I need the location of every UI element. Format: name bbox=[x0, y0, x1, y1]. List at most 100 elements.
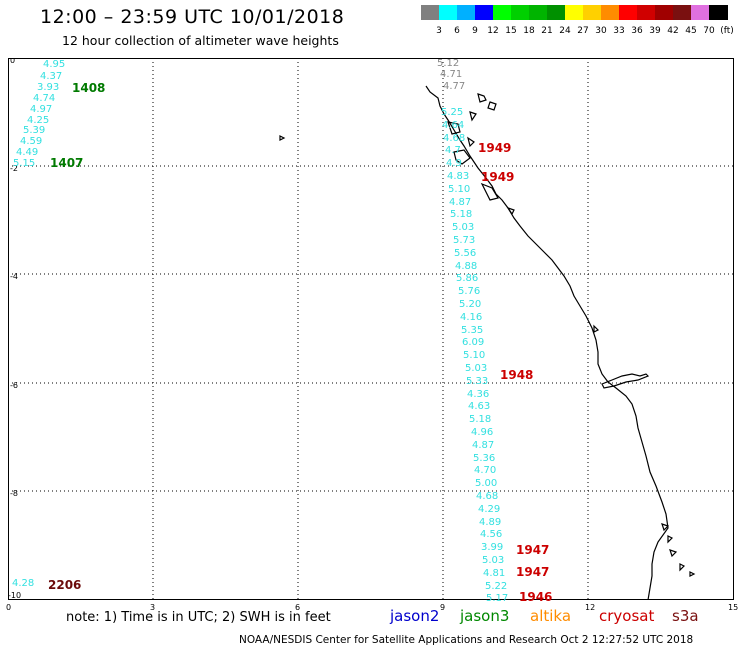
legend-swatch bbox=[493, 5, 512, 20]
legend-swatch bbox=[637, 5, 656, 20]
wave-height-value: 5.35 bbox=[461, 325, 484, 336]
legend-label: 21 bbox=[541, 26, 553, 36]
wave-height-value: 4.9 bbox=[446, 158, 462, 169]
y-tick-label: -10 bbox=[8, 591, 21, 600]
legend-label: 27 bbox=[577, 26, 589, 36]
wave-height-value: 4.25 bbox=[27, 115, 50, 126]
y-tick-label: -8 bbox=[10, 489, 18, 498]
legend-label: 15 bbox=[505, 26, 517, 36]
wave-height-value: 5.73 bbox=[453, 235, 476, 246]
wave-height-value: 5.76 bbox=[458, 286, 481, 297]
wave-height-value: 4.68 bbox=[443, 133, 466, 144]
wave-height-value: 4.59 bbox=[20, 136, 43, 147]
wave-height-value: 5.03 bbox=[465, 363, 488, 374]
legend-label: 33 bbox=[613, 26, 625, 36]
legend-swatch bbox=[673, 5, 692, 20]
wave-height-value: 5.36 bbox=[473, 453, 496, 464]
satellite-jason2: jason2 bbox=[390, 607, 440, 625]
wave-height-value: 5.18 bbox=[450, 209, 473, 220]
legend-label: 30 bbox=[595, 26, 607, 36]
legend-label: 42 bbox=[667, 26, 679, 36]
wave-height-value: 4.71 bbox=[440, 69, 463, 80]
satellite-cryosat: cryosat bbox=[599, 607, 655, 625]
pass-time-label: 1949 bbox=[481, 170, 515, 184]
wave-height-value: 5.25 bbox=[441, 107, 464, 118]
x-tick-label: 12 bbox=[585, 603, 596, 612]
wave-height-value: 3.99 bbox=[481, 542, 504, 553]
wave-height-value: 5.00 bbox=[475, 478, 498, 489]
wave-height-value: 4.63 bbox=[468, 401, 491, 412]
pass-time-label: 1947 bbox=[516, 565, 550, 579]
wave-height-value: 4.87 bbox=[449, 197, 472, 208]
legend-swatch bbox=[619, 5, 638, 20]
coastline bbox=[279, 85, 696, 600]
satellite-jason3: jason3 bbox=[460, 607, 510, 625]
satellite-s3a: s3a bbox=[672, 607, 699, 625]
legend-swatch bbox=[439, 5, 458, 20]
wave-height-value: 5.20 bbox=[459, 299, 482, 310]
map-subtitle: 12 hour collection of altimeter wave hei… bbox=[62, 33, 339, 48]
legend-label: 3 bbox=[436, 26, 442, 36]
wave-height-value: 4.68 bbox=[476, 491, 499, 502]
legend-swatch bbox=[421, 5, 440, 20]
pass-time-label: 1948 bbox=[500, 368, 534, 382]
x-tick-label: 9 bbox=[440, 603, 446, 612]
pass-time-label: 1947 bbox=[516, 543, 550, 557]
legend-swatch bbox=[565, 5, 584, 20]
legend-label: 39 bbox=[649, 26, 661, 36]
wave-height-value: 4.89 bbox=[479, 517, 502, 528]
wave-height-value: 5.10 bbox=[448, 184, 471, 195]
wave-height-value: 4.97 bbox=[30, 104, 53, 115]
wave-height-value: 4.49 bbox=[16, 147, 39, 158]
pass-time-label: 2206 bbox=[48, 578, 82, 592]
legend-swatch bbox=[529, 5, 548, 20]
wave-height-value: 5.56 bbox=[454, 248, 477, 259]
legend-swatch bbox=[655, 5, 674, 20]
wave-height-value: 5.03 bbox=[452, 222, 475, 233]
wave-height-value: 4.70 bbox=[474, 465, 497, 476]
wave-height-value: 4.28 bbox=[12, 578, 35, 589]
wave-height-value: 5.18 bbox=[469, 414, 492, 425]
wave-height-value: 4.36 bbox=[467, 389, 490, 400]
y-tick-label: -4 bbox=[10, 272, 18, 281]
wave-height-value: 4.37 bbox=[40, 71, 63, 82]
wave-height-map: 0 -2 -4 -6 -8 -10 0 bbox=[8, 58, 734, 600]
x-tick-label: 0 bbox=[6, 603, 12, 612]
y-tick-label: 0 bbox=[10, 58, 15, 65]
wave-height-value: 4.87 bbox=[472, 440, 495, 451]
wave-height-value: 4.77 bbox=[443, 81, 466, 92]
map-frame bbox=[8, 58, 734, 600]
wave-height-value: 4.16 bbox=[460, 312, 483, 323]
credit-line: NOAA/NESDIS Center for Satellite Applica… bbox=[239, 634, 694, 646]
x-tick-label: 15 bbox=[728, 603, 739, 612]
grid-lines bbox=[8, 58, 734, 600]
legend-swatch bbox=[475, 5, 494, 20]
wave-height-value: 5.39 bbox=[23, 125, 46, 136]
legend-swatch bbox=[457, 5, 476, 20]
wave-height-value: 4.56 bbox=[480, 529, 503, 540]
legend-swatch bbox=[601, 5, 620, 20]
legend-unit: (ft) bbox=[720, 26, 734, 36]
legend-swatch bbox=[583, 5, 602, 20]
x-tick-label: 3 bbox=[150, 603, 156, 612]
wave-height-value: 4.83 bbox=[447, 171, 470, 182]
wave-height-value: 5.12 bbox=[437, 58, 460, 69]
y-tick-label: -2 bbox=[10, 164, 18, 173]
legend-label: 45 bbox=[685, 26, 697, 36]
wave-height-value: 4.29 bbox=[478, 504, 501, 515]
wave-height-value: 5.10 bbox=[463, 350, 486, 361]
pass-time-label: 1949 bbox=[478, 141, 512, 155]
wave-height-value: 5.15 bbox=[13, 158, 36, 169]
wave-height-value: 4.88 bbox=[455, 261, 478, 272]
legend-label: 9 bbox=[472, 26, 478, 36]
wave-height-value: 3.93 bbox=[37, 82, 60, 93]
wave-height-value: 5.17 bbox=[486, 593, 509, 604]
pass-time-label: 1946 bbox=[519, 590, 553, 604]
wave-height-value: 4.7 bbox=[445, 145, 461, 156]
wave-height-value: 4.74 bbox=[33, 93, 56, 104]
legend-swatch bbox=[511, 5, 530, 20]
footer-note: note: 1) Time is in UTC; 2) SWH is in fe… bbox=[66, 610, 331, 625]
x-tick-label: 6 bbox=[295, 603, 301, 612]
wave-height-value: 5.03 bbox=[482, 555, 505, 566]
